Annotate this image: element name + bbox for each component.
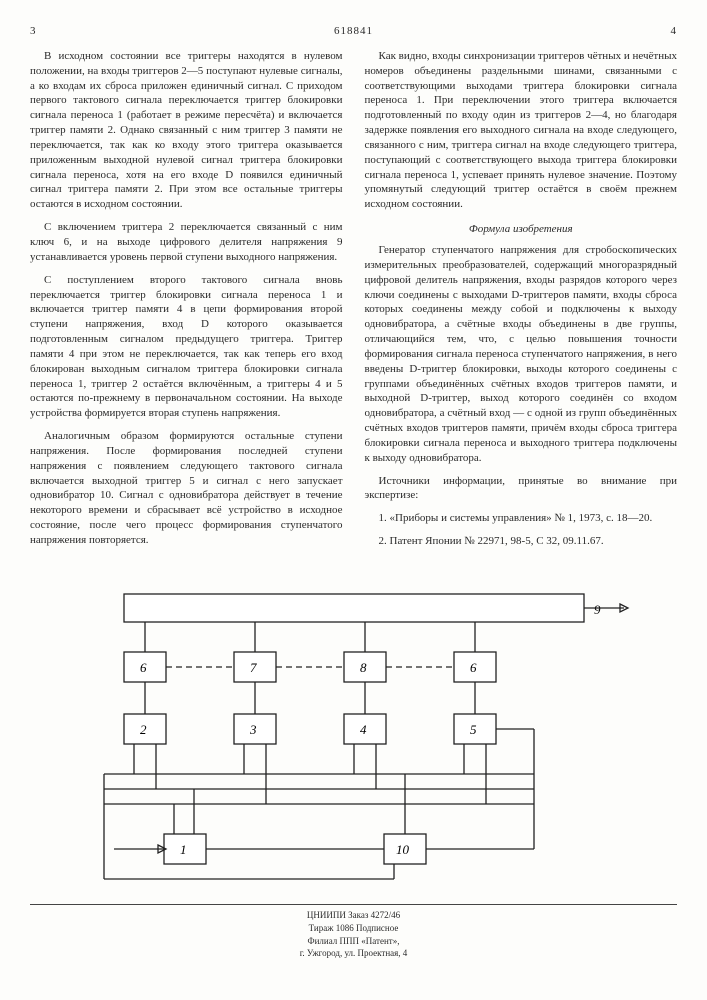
svg-text:3: 3	[249, 722, 257, 737]
body-para: В исходном состоянии все триггеры находя…	[30, 49, 343, 212]
svg-text:4: 4	[360, 722, 367, 737]
svg-text:6: 6	[140, 660, 147, 675]
svg-text:1: 1	[180, 842, 187, 857]
source-item: 2. Патент Японии № 22971, 98-5, C 32, 09…	[365, 534, 678, 549]
colophon-line: г. Ужгород, ул. Проектная, 4	[30, 947, 677, 960]
page-header: 3 618841 4	[30, 24, 677, 39]
source-item: 1. «Приборы и системы управления» № 1, 1…	[365, 511, 678, 526]
text-columns: В исходном состоянии все триггеры находя…	[30, 49, 677, 557]
svg-text:2: 2	[140, 722, 147, 737]
body-para: Как видно, входы синхронизации триггеров…	[365, 49, 678, 212]
colophon-line: ЦНИИПИ Заказ 4272/46	[30, 909, 677, 922]
body-para: Аналогичным образом формируются остальны…	[30, 429, 343, 548]
formula-heading: Формула изобретения	[365, 222, 678, 237]
body-para: С поступлением второго тактового сигнала…	[30, 273, 343, 421]
colophon: ЦНИИПИ Заказ 4272/46 Тираж 1086 Подписно…	[30, 904, 677, 959]
sources-heading: Источники информации, принятые во вниман…	[365, 474, 678, 504]
body-para: С включением триггера 2 переключается св…	[30, 220, 343, 265]
page-num-right: 4	[671, 24, 678, 39]
svg-text:10: 10	[396, 842, 410, 857]
colophon-line: Филиал ППП «Патент»,	[30, 935, 677, 948]
svg-text:8: 8	[360, 660, 367, 675]
circuit-diagram: 9 6 7 8 6 2 3 4 5 1 10	[64, 574, 644, 894]
svg-text:6: 6	[470, 660, 477, 675]
page-num-left: 3	[30, 24, 37, 39]
colophon-line: Тираж 1086 Подписное	[30, 922, 677, 935]
svg-text:7: 7	[250, 660, 257, 675]
patent-number: 618841	[334, 24, 373, 39]
svg-text:9: 9	[594, 602, 601, 617]
svg-text:5: 5	[470, 722, 477, 737]
formula-body: Генератор ступенчатого напряжения для ст…	[365, 243, 678, 466]
